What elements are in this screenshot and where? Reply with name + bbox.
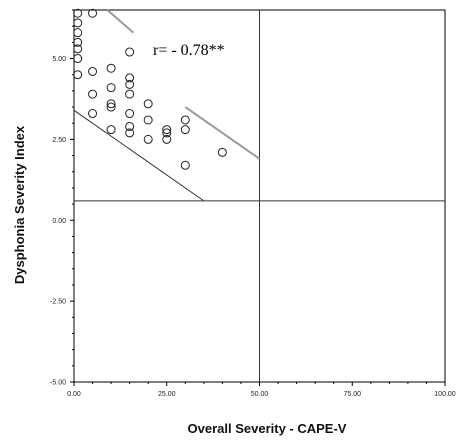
data-point bbox=[73, 37, 83, 47]
x-axis-title: Overall Severity - CAPE-V bbox=[188, 421, 347, 436]
data-point bbox=[217, 147, 227, 157]
regression-line bbox=[73, 109, 205, 202]
y-tick-label: 5.00 bbox=[52, 56, 66, 63]
data-point bbox=[143, 115, 153, 125]
data-point bbox=[73, 54, 83, 64]
data-points bbox=[73, 8, 227, 170]
data-point bbox=[125, 128, 135, 138]
fit-lines bbox=[73, 9, 261, 202]
data-point bbox=[73, 18, 83, 28]
x-tick-label: 0.00 bbox=[67, 391, 81, 398]
data-point bbox=[106, 63, 116, 73]
data-point bbox=[88, 89, 98, 99]
data-point bbox=[162, 128, 172, 138]
y-tick-label: -2.50 bbox=[50, 299, 66, 306]
data-point bbox=[180, 160, 190, 170]
data-point bbox=[125, 79, 135, 89]
x-tick-label: 25.00 bbox=[158, 391, 176, 398]
x-tick-label: 100.00 bbox=[434, 391, 456, 398]
data-point bbox=[143, 99, 153, 109]
y-tick-label: -5.00 bbox=[50, 380, 66, 387]
data-point bbox=[73, 8, 83, 18]
data-point bbox=[125, 109, 135, 119]
data-point bbox=[73, 70, 83, 80]
data-point bbox=[162, 125, 172, 135]
y-axis-title: Dysphonia Severity Index bbox=[12, 125, 27, 284]
data-point bbox=[106, 125, 116, 135]
data-point bbox=[180, 125, 190, 135]
data-point bbox=[106, 102, 116, 112]
data-point bbox=[88, 66, 98, 76]
x-tick-label: 75.00 bbox=[343, 391, 361, 398]
data-point bbox=[125, 73, 135, 83]
data-point bbox=[88, 109, 98, 119]
data-point bbox=[73, 44, 83, 54]
reference-lines bbox=[74, 10, 445, 382]
data-point bbox=[125, 121, 135, 131]
data-point bbox=[125, 89, 135, 99]
data-point bbox=[73, 28, 83, 38]
data-point bbox=[106, 99, 116, 109]
data-point bbox=[125, 47, 135, 57]
correlation-annotation: r= - 0.78** bbox=[153, 42, 225, 59]
x-tick-label: 50.00 bbox=[251, 391, 269, 398]
data-point bbox=[143, 134, 153, 144]
y-tick-label: 2.50 bbox=[52, 137, 66, 144]
confidence-line bbox=[106, 9, 135, 34]
data-point bbox=[106, 83, 116, 93]
y-tick-label: 0.00 bbox=[52, 218, 66, 225]
data-point bbox=[180, 115, 190, 125]
data-point bbox=[162, 134, 172, 144]
x-axis-ticks: 0.00 25.00 50.00 75.00 100.00 bbox=[67, 382, 456, 398]
data-point bbox=[88, 8, 98, 18]
confidence-line bbox=[184, 106, 261, 160]
y-axis-ticks: -5.00 -2.50 0.00 2.50 5.00 bbox=[50, 9, 74, 387]
